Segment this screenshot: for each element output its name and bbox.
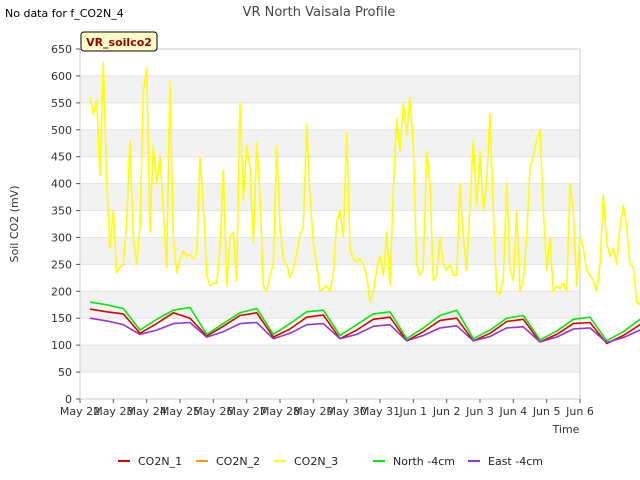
grid-band (80, 129, 580, 157)
plot-frame (79, 48, 581, 400)
x-tick-label: Jun 1 (398, 405, 427, 418)
legend: CO2N_1 CO2N_2 CO2N_3 North -4cm East -4cm (118, 455, 543, 468)
x-tick-label: May 23 (93, 405, 133, 418)
x-tick-label: May 26 (193, 405, 233, 418)
chart-title: VR North Vaisala Profile (243, 5, 396, 20)
legend-label: North -4cm (393, 455, 455, 468)
y-tick-label: 50 (58, 366, 72, 379)
y-tick-label: 400 (51, 178, 72, 191)
x-tick-label: Jun 5 (532, 405, 561, 418)
y-axis-label: Soil CO2 (mV) (8, 186, 21, 263)
series-line-north-4cm (89, 301, 640, 342)
x-tick-label: May 31 (360, 405, 400, 418)
x-tick-label: May 24 (127, 405, 167, 418)
y-tick-label: 200 (51, 285, 72, 298)
x-tick-label: Jun 6 (565, 405, 594, 418)
x-tick-label: May 29 (293, 405, 333, 418)
grid-band (80, 345, 580, 373)
legend-label: CO2N_3 (294, 455, 338, 468)
grid-bands (80, 75, 580, 373)
y-tick-label: 300 (51, 231, 72, 244)
y-tick-label: 250 (51, 258, 72, 271)
x-tick-label: May 30 (327, 405, 367, 418)
x-tick-label: May 25 (160, 405, 200, 418)
legend-label: East -4cm (488, 455, 543, 468)
y-tick-label: 450 (51, 151, 72, 164)
y-tick-label: 600 (51, 70, 72, 83)
grid-band (80, 237, 580, 265)
y-tick-label: 350 (51, 205, 72, 218)
y-tick-label: 0 (65, 393, 72, 406)
y-tick-label: 500 (51, 124, 72, 137)
series-layer (89, 61, 640, 345)
x-tick-label: Jun 2 (432, 405, 461, 418)
x-tick-label: Jun 3 (465, 405, 494, 418)
y-tick-label: 100 (51, 339, 72, 352)
no-data-note: No data for f_CO2N_4 (5, 7, 124, 20)
y-tick-label: 650 (51, 43, 72, 56)
series-line-east-4cm (89, 317, 640, 344)
legend-label: CO2N_1 (138, 455, 182, 468)
legend-label: CO2N_2 (216, 455, 260, 468)
y-axis-ticks: 0 50 100 150 200 250 300 350 400 450 500 550 600 650 (51, 43, 80, 406)
series-line-co2n-3 (89, 61, 640, 306)
x-tick-label: May 27 (227, 405, 267, 418)
y-tick-label: 150 (51, 312, 72, 325)
grid-band (80, 183, 580, 211)
x-tick-label: Jun 4 (498, 405, 527, 418)
site-label-box: VR_soilco2 (80, 31, 158, 52)
grid-band (80, 291, 580, 319)
x-axis-label: Time (552, 423, 580, 436)
x-tick-label: May 28 (260, 405, 300, 418)
y-tick-label: 550 (51, 97, 72, 110)
grid-band (80, 75, 580, 103)
x-tick-label: May 22 (60, 405, 100, 418)
site-label: VR_soilco2 (86, 36, 152, 49)
